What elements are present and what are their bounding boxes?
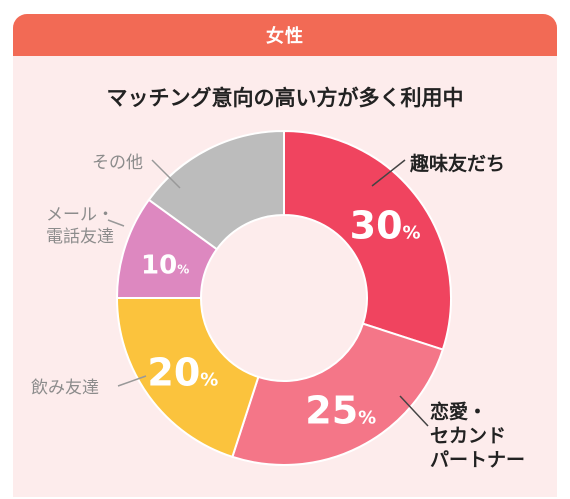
label-mail-phone-friends: メール・ 電話友達 bbox=[46, 205, 114, 247]
slice-other bbox=[147, 129, 285, 251]
label-other: その他 bbox=[92, 153, 143, 173]
leader-line-mail-phone-friends bbox=[107, 219, 125, 227]
value-label-mail-phone-friends: 10% bbox=[141, 250, 189, 280]
slice-drinking-friends bbox=[115, 297, 260, 459]
card-header: 女性 bbox=[13, 14, 557, 56]
leader-line-other bbox=[151, 159, 181, 189]
label-romance-partner: 恋愛・ セカンド パートナー bbox=[430, 401, 526, 471]
value-label-drinking-friends: 20% bbox=[147, 350, 218, 394]
label-drinking-friends: 飲み友達 bbox=[31, 378, 99, 398]
leader-line-drinking-friends bbox=[117, 375, 147, 387]
slice-hobby-friends bbox=[283, 129, 452, 351]
header-title: 女性 bbox=[266, 26, 304, 47]
label-hobby-friends: 趣味友だち bbox=[410, 153, 506, 175]
value-label-romance-partner: 25% bbox=[305, 388, 376, 432]
slice-romance-partner bbox=[231, 322, 445, 466]
leader-line-romance-partner bbox=[399, 395, 429, 427]
chart-title: マッチング意向の高い方が多く利用中 bbox=[106, 86, 464, 110]
leader-line-hobby-friends bbox=[371, 159, 406, 187]
value-label-hobby-friends: 30% bbox=[350, 204, 421, 248]
